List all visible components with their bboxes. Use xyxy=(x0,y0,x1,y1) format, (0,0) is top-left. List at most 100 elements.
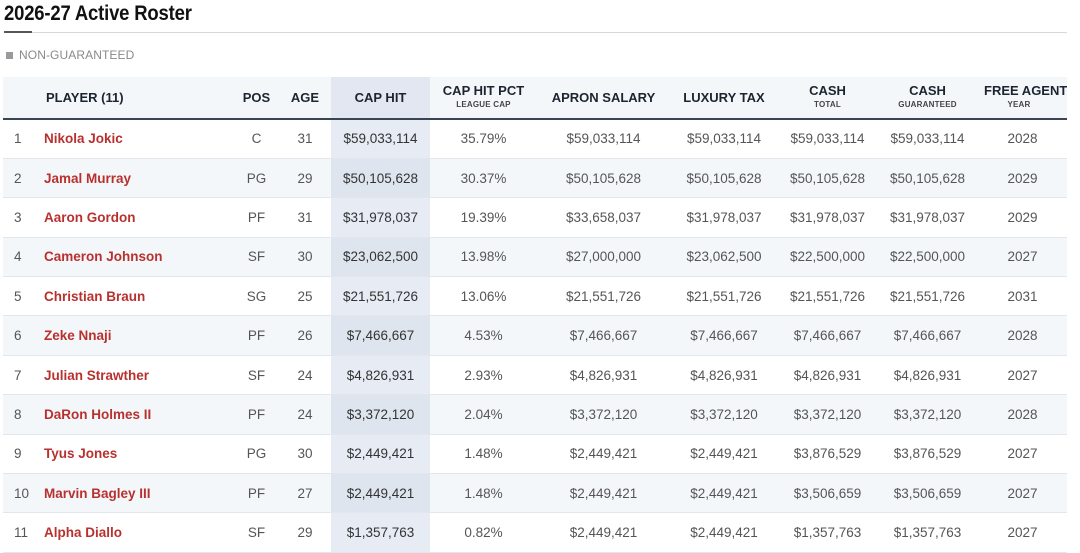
row-number: 2 xyxy=(3,158,43,199)
cash-guaranteed-value: $1,357,763 xyxy=(877,512,978,553)
player-position: PF xyxy=(234,197,279,238)
cap-hit-pct-value: 0.82% xyxy=(430,512,537,553)
cash-total-value: $3,506,659 xyxy=(778,473,877,514)
player-age: 31 xyxy=(279,197,331,238)
player-position: PG xyxy=(234,434,279,475)
apron-salary-value: $50,105,628 xyxy=(537,158,670,199)
luxury-tax-value: $7,466,667 xyxy=(670,315,778,356)
cap-hit-value: $31,978,037 xyxy=(331,197,430,238)
table-row: 3 Aaron Gordon PF 31 $31,978,037 19.39% $33,65… xyxy=(3,197,1067,238)
cash-total-value: $4,826,931 xyxy=(778,355,877,396)
free-agent-year-value: 2029 xyxy=(978,158,1067,199)
cash-total-value: $22,500,000 xyxy=(778,237,877,278)
player-position: SF xyxy=(234,355,279,396)
player-position: C xyxy=(234,119,279,159)
luxury-tax-value: $23,062,500 xyxy=(670,237,778,278)
col-header-cash-guaranteed[interactable]: CASH GUARANTEED xyxy=(877,77,978,120)
cash-guaranteed-value: $3,876,529 xyxy=(877,434,978,475)
cash-total-value: $1,357,763 xyxy=(778,512,877,553)
non-guaranteed-label: NON-GUARANTEED xyxy=(19,48,135,62)
player-name-link[interactable]: Cameron Johnson xyxy=(43,237,234,278)
player-name-link[interactable]: Nikola Jokic xyxy=(43,119,234,159)
row-number: 6 xyxy=(3,315,43,356)
cash-total-value: $59,033,114 xyxy=(778,119,877,159)
row-number: 11 xyxy=(3,512,43,553)
player-age: 30 xyxy=(279,237,331,278)
cap-hit-value: $50,105,628 xyxy=(331,158,430,199)
player-name-link[interactable]: Jamal Murray xyxy=(43,158,234,199)
cash-guaranteed-value: $59,033,114 xyxy=(877,119,978,159)
player-name-link[interactable]: Julian Strawther xyxy=(43,355,234,396)
luxury-tax-value: $4,826,931 xyxy=(670,355,778,396)
cap-hit-value: $1,357,763 xyxy=(331,512,430,553)
free-agent-year-value: 2027 xyxy=(978,512,1067,553)
cash-total-value: $3,372,120 xyxy=(778,394,877,435)
player-position: PF xyxy=(234,315,279,356)
player-name-link[interactable]: Aaron Gordon xyxy=(43,197,234,238)
cash-guaranteed-value: $3,372,120 xyxy=(877,394,978,435)
row-number: 5 xyxy=(3,276,43,317)
col-header-cap-hit-pct[interactable]: CAP HIT PCT LEAGUE CAP xyxy=(430,77,537,120)
table-row: 2 Jamal Murray PG 29 $50,105,628 30.37% $50,10… xyxy=(3,158,1067,199)
player-name-link[interactable]: Zeke Nnaji xyxy=(43,315,234,356)
luxury-tax-value: $3,372,120 xyxy=(670,394,778,435)
cash-guaranteed-value: $3,506,659 xyxy=(877,473,978,514)
page-title: 2026-27 Active Roster xyxy=(4,2,192,25)
player-age: 30 xyxy=(279,434,331,475)
cap-hit-value: $4,826,931 xyxy=(331,355,430,396)
cap-hit-pct-value: 13.98% xyxy=(430,237,537,278)
table-row: 4 Cameron Johnson SF 30 $23,062,500 13.98% $27… xyxy=(3,237,1067,278)
free-agent-year-value: 2027 xyxy=(978,237,1067,278)
col-header-pos[interactable]: POS xyxy=(234,77,279,120)
luxury-tax-value: $2,449,421 xyxy=(670,512,778,553)
row-number: 1 xyxy=(3,119,43,159)
cap-hit-pct-value: 1.48% xyxy=(430,434,537,475)
player-age: 29 xyxy=(279,158,331,199)
apron-salary-value: $2,449,421 xyxy=(537,434,670,475)
col-header-apron-salary[interactable]: APRON SALARY xyxy=(537,77,670,120)
cap-hit-value: $3,372,120 xyxy=(331,394,430,435)
row-number: 10 xyxy=(3,473,43,514)
cap-hit-value: $7,466,667 xyxy=(331,315,430,356)
player-age: 25 xyxy=(279,276,331,317)
col-header-luxury-tax[interactable]: LUXURY TAX xyxy=(670,77,778,120)
player-age: 24 xyxy=(279,394,331,435)
table-row: 8 DaRon Holmes II PF 24 $3,372,120 2.04% $3,37… xyxy=(3,394,1067,435)
cash-guaranteed-value: $22,500,000 xyxy=(877,237,978,278)
col-header-cash-total[interactable]: CASH TOTAL xyxy=(778,77,877,120)
col-header-free-agent-year[interactable]: FREE AGENT YEAR xyxy=(978,77,1067,120)
col-header-age[interactable]: AGE xyxy=(279,77,331,120)
apron-salary-value: $59,033,114 xyxy=(537,119,670,159)
luxury-tax-value: $50,105,628 xyxy=(670,158,778,199)
player-age: 31 xyxy=(279,119,331,159)
cap-hit-value: $21,551,726 xyxy=(331,276,430,317)
player-position: SG xyxy=(234,276,279,317)
col-header-player[interactable]: PLAYER (11) xyxy=(3,77,234,120)
free-agent-year-value: 2029 xyxy=(978,197,1067,238)
player-name-link[interactable]: DaRon Holmes II xyxy=(43,394,234,435)
luxury-tax-value: $2,449,421 xyxy=(670,473,778,514)
player-name-link[interactable]: Marvin Bagley III xyxy=(43,473,234,514)
free-agent-year-value: 2028 xyxy=(978,315,1067,356)
title-divider xyxy=(4,32,1067,33)
player-position: SF xyxy=(234,512,279,553)
apron-salary-value: $7,466,667 xyxy=(537,315,670,356)
cash-total-value: $21,551,726 xyxy=(778,276,877,317)
player-name-link[interactable]: Christian Braun xyxy=(43,276,234,317)
apron-salary-value: $33,658,037 xyxy=(537,197,670,238)
free-agent-year-value: 2031 xyxy=(978,276,1067,317)
apron-salary-value: $4,826,931 xyxy=(537,355,670,396)
col-header-cap-hit[interactable]: CAP HIT xyxy=(331,77,430,120)
free-agent-year-value: 2028 xyxy=(978,394,1067,435)
player-name-link[interactable]: Alpha Diallo xyxy=(43,512,234,553)
table-row: 11 Alpha Diallo SF 29 $1,357,763 0.82% $2,449,… xyxy=(3,512,1067,553)
non-guaranteed-swatch-icon xyxy=(6,51,13,59)
player-age: 26 xyxy=(279,315,331,356)
cap-hit-value: $59,033,114 xyxy=(331,119,430,159)
player-age: 24 xyxy=(279,355,331,396)
player-name-link[interactable]: Tyus Jones xyxy=(43,434,234,475)
free-agent-year-value: 2028 xyxy=(978,119,1067,159)
apron-salary-value: $3,372,120 xyxy=(537,394,670,435)
apron-salary-value: $21,551,726 xyxy=(537,276,670,317)
cap-hit-value: $2,449,421 xyxy=(331,434,430,475)
